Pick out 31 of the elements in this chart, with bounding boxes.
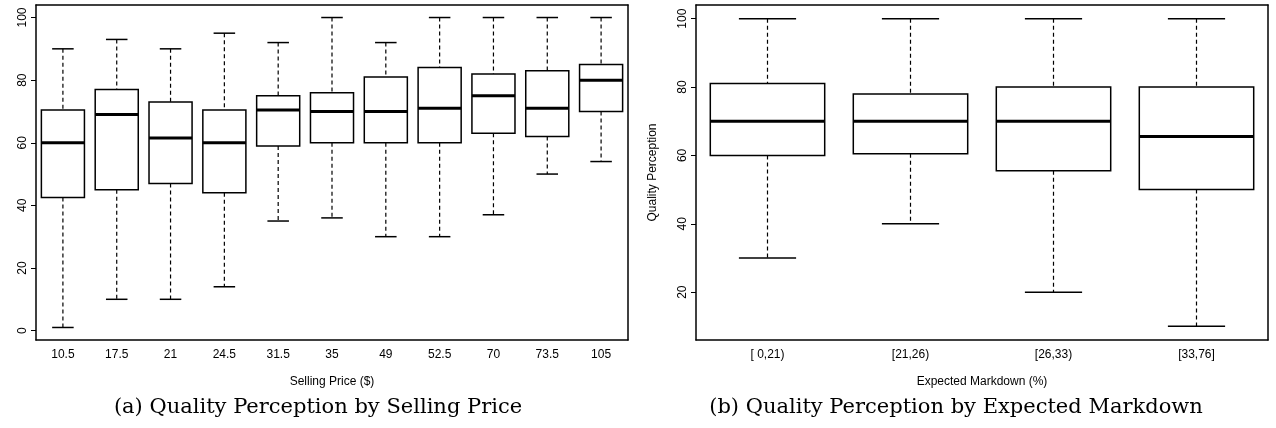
y-tick-label: 60 [675, 148, 689, 163]
y-tick-label: 100 [675, 8, 689, 29]
x-tick-label: [33,76] [1178, 347, 1215, 361]
x-tick-label: 24.5 [212, 347, 237, 361]
y-tick-label: 100 [15, 7, 29, 28]
x-tick-label: 35 [325, 347, 339, 361]
text: (b) Quality Perception by Expected Markdown [708, 394, 1204, 418]
x-tick-label: 52.5 [427, 347, 452, 361]
x-tick-label: [26,33) [1034, 347, 1073, 361]
x-tick-label: [ 0,21) [750, 347, 785, 361]
y-tick-label: 20 [15, 261, 29, 275]
x-tick-label: 49 [379, 347, 393, 361]
x-tick-label: 10.5 [51, 347, 75, 361]
x-tick-label: [21,26) [891, 347, 930, 361]
y-tick-label: 0 [15, 326, 29, 334]
y-tick-label: 60 [15, 135, 29, 150]
x-tick-label: 105 [591, 347, 612, 361]
x-axis-title: Selling Price ($) [289, 374, 375, 388]
y-tick-label: 20 [675, 285, 689, 299]
x-tick-label: 21 [163, 347, 178, 361]
text: (a) Quality Perception by Selling Price [112, 394, 524, 418]
y-tick-label: 80 [675, 80, 689, 94]
x-tick-label: 70 [486, 347, 501, 361]
x-tick-label: 73.5 [535, 347, 560, 361]
y-tick-label: 80 [15, 73, 29, 87]
x-tick-label: 17.5 [105, 347, 129, 361]
y-tick-label: 40 [15, 198, 29, 213]
x-axis-title: Expected Markdown (%) [916, 374, 1048, 388]
y-axis-title: Quality Perception [645, 123, 659, 222]
x-tick-label: 31.5 [266, 347, 291, 361]
y-tick-label: 40 [675, 216, 689, 231]
